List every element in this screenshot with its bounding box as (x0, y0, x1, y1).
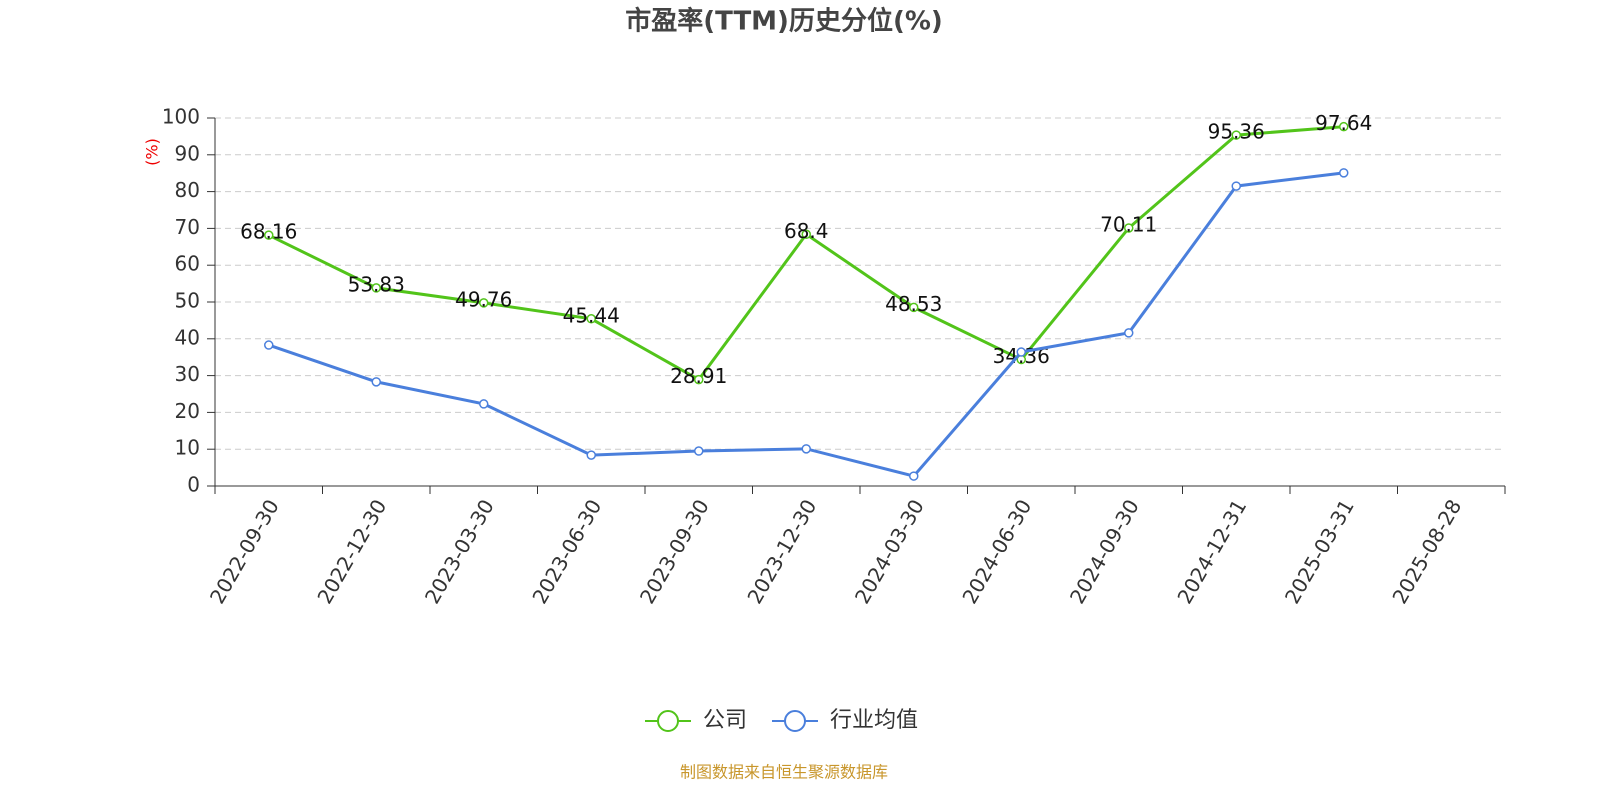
data-label: 68.4 (784, 219, 829, 243)
data-point (586, 450, 596, 460)
x-tick-label: 2023-03-30 (420, 495, 499, 608)
x-tick-label: 2024-12-31 (1172, 495, 1251, 608)
data-label: 49.76 (455, 287, 512, 311)
x-tick-label: 2023-06-30 (527, 495, 606, 608)
data-point (371, 377, 381, 387)
x-tick-label: 2023-09-30 (635, 495, 714, 608)
data-point (694, 374, 704, 385)
data-point (1231, 181, 1241, 191)
data-label: 97.64 (1315, 111, 1372, 135)
data-label: 28.91 (670, 364, 727, 388)
data-point (264, 230, 274, 240)
data-label: 95.36 (1208, 120, 1265, 144)
data-point (586, 314, 596, 324)
data-point (264, 340, 274, 350)
x-tick-label: 2025-08-28 (1387, 495, 1466, 608)
y-tick-label: 40 (175, 325, 200, 349)
data-label: 68.16 (240, 220, 297, 244)
x-tick-label: 2024-09-30 (1065, 495, 1144, 608)
y-axis-label: (%) (143, 138, 162, 166)
data-point (909, 302, 919, 313)
data-point (909, 471, 919, 481)
y-tick-label: 30 (175, 362, 200, 386)
data-point (479, 298, 489, 308)
y-tick-label: 100 (162, 105, 200, 129)
x-tick-label: 2024-06-30 (957, 495, 1036, 608)
y-tick-label: 90 (175, 141, 200, 165)
legend-marker[interactable] (784, 710, 806, 732)
series-line (268, 125, 1344, 382)
data-point (479, 399, 489, 409)
source-note: 制图数据来自恒生聚源数据库 (680, 763, 888, 782)
data-point (1231, 130, 1241, 140)
data-point (1016, 347, 1026, 357)
x-tick-label: 2023-12-30 (742, 495, 821, 608)
data-point (1124, 223, 1134, 233)
chart-title: 市盈率(TTM)历史分位(%) (625, 6, 943, 37)
legend-label[interactable]: 行业均值 (830, 708, 918, 733)
data-label: 70.11 (1100, 212, 1157, 236)
data-point (1339, 168, 1349, 178)
data-point (801, 229, 811, 240)
data-point (1124, 328, 1134, 338)
data-label: 53.83 (348, 272, 405, 296)
y-tick-label: 50 (175, 289, 200, 313)
y-tick-label: 60 (175, 252, 200, 276)
data-point (371, 283, 381, 293)
x-tick-label: 2024-03-30 (850, 495, 929, 608)
x-tick-label: 2025-03-31 (1280, 495, 1359, 608)
legend-label[interactable]: 公司 (703, 708, 747, 733)
x-tick-label: 2022-12-30 (312, 495, 391, 608)
data-label: 45.44 (563, 303, 620, 327)
x-tick-label: 2022-09-30 (205, 495, 284, 608)
data-point (801, 444, 811, 454)
data-point (694, 446, 704, 456)
y-tick-label: 80 (175, 178, 200, 202)
legend-marker[interactable] (657, 710, 679, 732)
y-tick-label: 10 (175, 436, 200, 460)
y-tick-label: 70 (175, 215, 200, 239)
data-point (1339, 121, 1349, 132)
y-tick-label: 20 (175, 399, 200, 423)
y-tick-label: 0 (187, 473, 200, 497)
data-label: 48.53 (885, 292, 942, 316)
